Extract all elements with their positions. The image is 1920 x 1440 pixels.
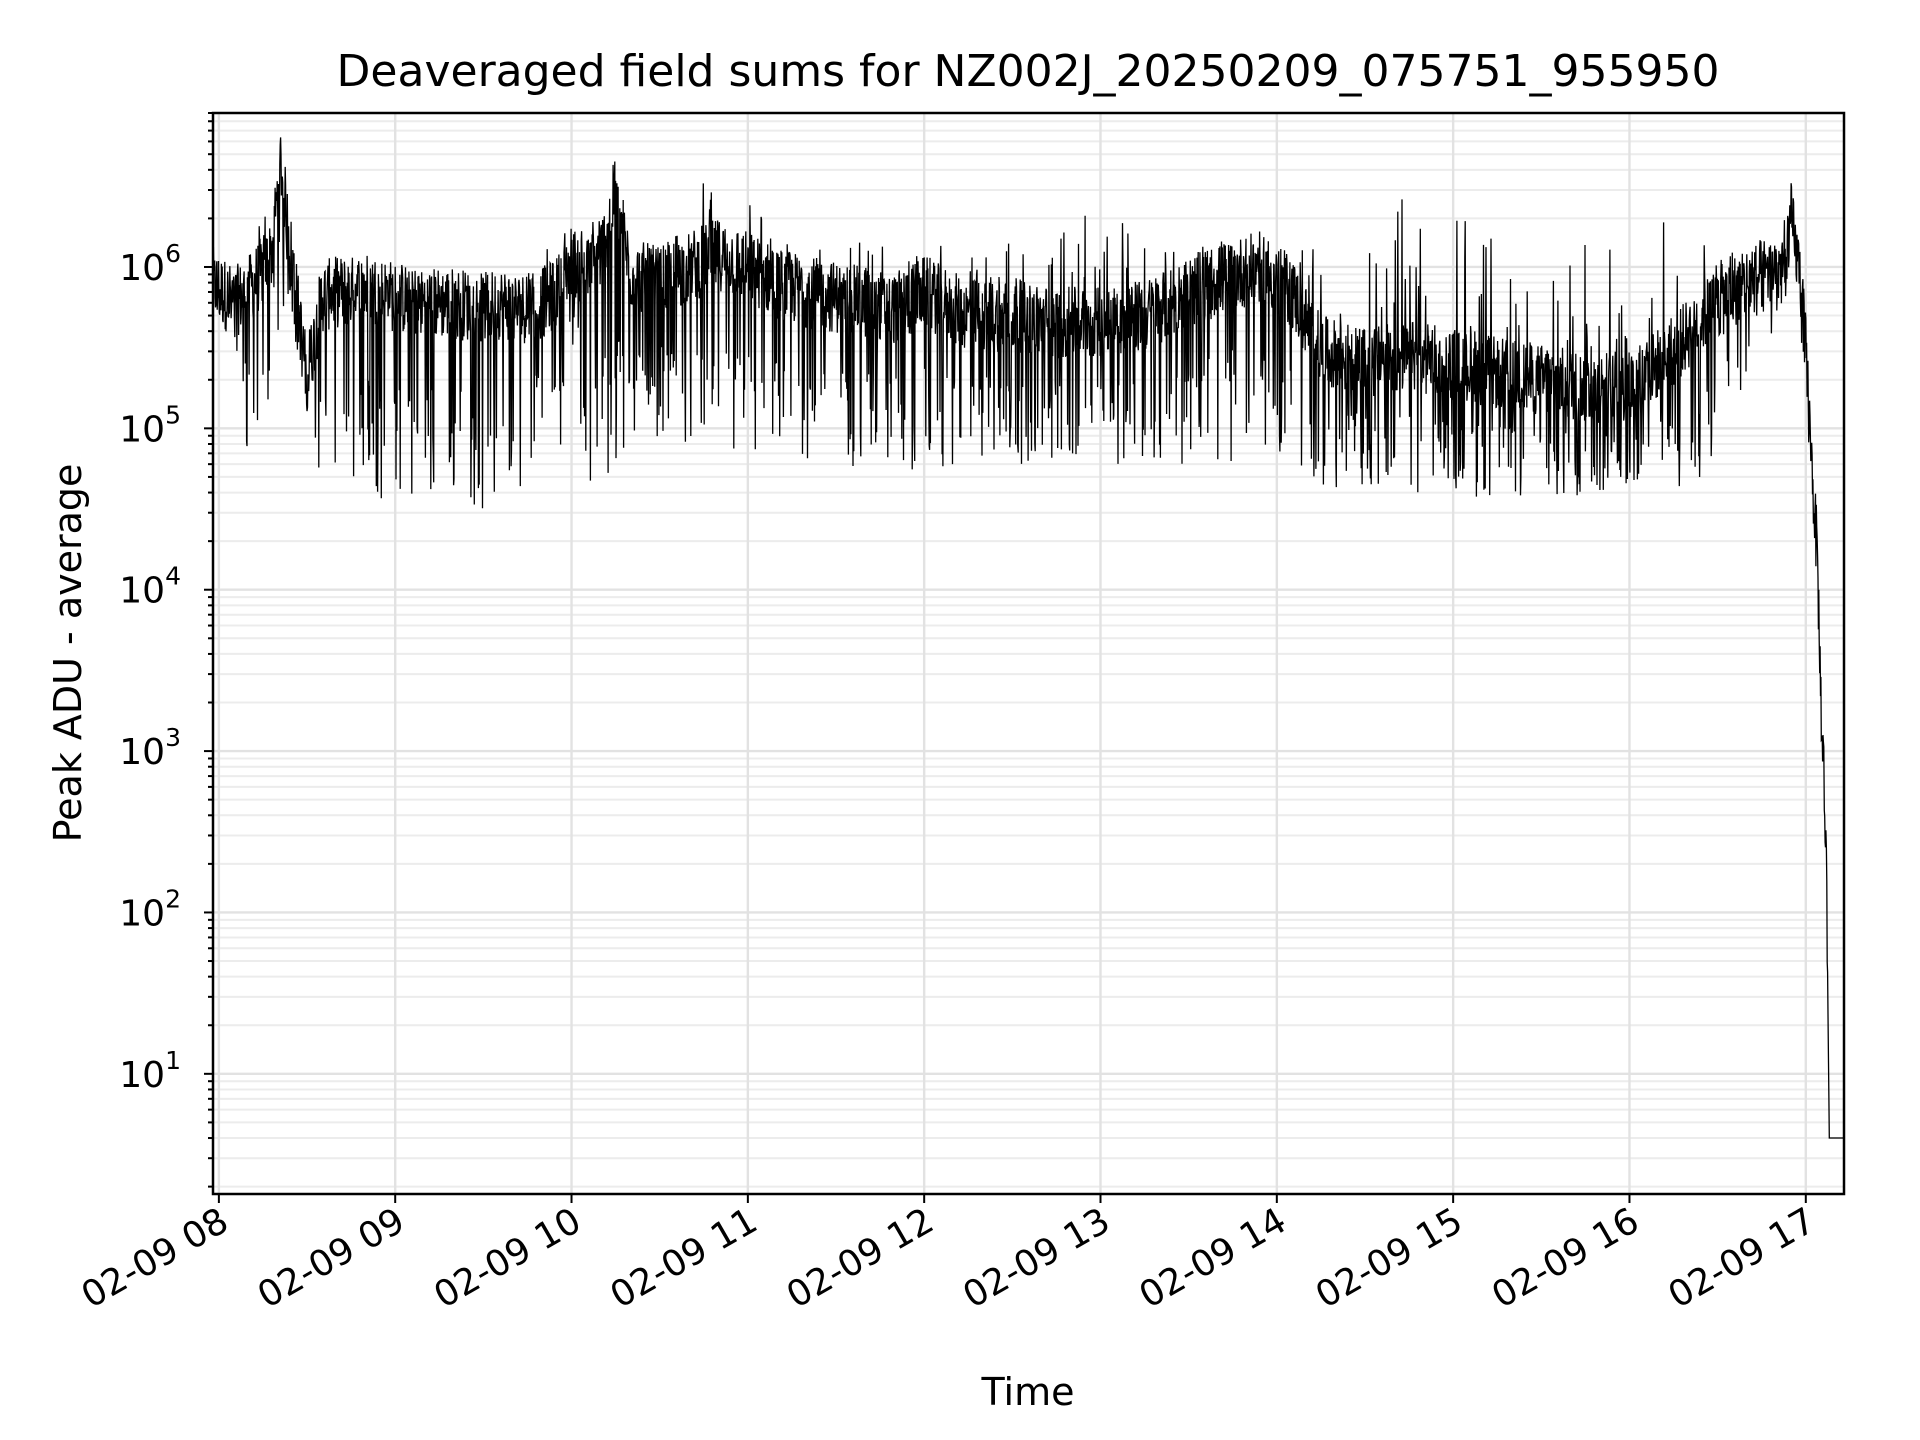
x-tick-label: 02-09 08 <box>75 1200 236 1316</box>
y-tick-label: 101 <box>119 1046 181 1096</box>
x-tick-label: 02-09 13 <box>956 1200 1117 1316</box>
x-tick-label: 02-09 17 <box>1662 1200 1823 1316</box>
x-tick-label: 02-09 15 <box>1309 1200 1470 1316</box>
x-tick-label: 02-09 11 <box>604 1200 765 1316</box>
y-tick-label: 104 <box>119 562 181 612</box>
series-line-0 <box>212 137 1844 1139</box>
series-layer <box>212 137 1844 1139</box>
x-axis-label: Time <box>981 1370 1075 1414</box>
x-tick-label: 02-09 10 <box>427 1200 588 1316</box>
x-tick-label: 02-09 09 <box>251 1200 412 1316</box>
y-tick-label: 103 <box>119 723 181 773</box>
y-tick-label: 106 <box>119 239 181 289</box>
x-tick-label: 02-09 16 <box>1485 1200 1646 1316</box>
grid-lines <box>213 112 1844 1194</box>
chart-title: Deaveraged field sums for NZ002J_2025020… <box>337 46 1720 97</box>
x-tick-label: 02-09 14 <box>1133 1200 1294 1316</box>
y-tick-label: 105 <box>119 400 181 450</box>
x-tick-label: 02-09 12 <box>780 1200 941 1316</box>
y-tick-label: 102 <box>119 884 181 934</box>
x-axis: 02-09 08 02-09 09 02-09 10 02-09 11 02-09 12… <box>75 1194 1823 1317</box>
y-axis-label: Peak ADU - average <box>46 464 90 843</box>
y-axis: 101 102 103 104 105 106 <box>119 112 213 1188</box>
